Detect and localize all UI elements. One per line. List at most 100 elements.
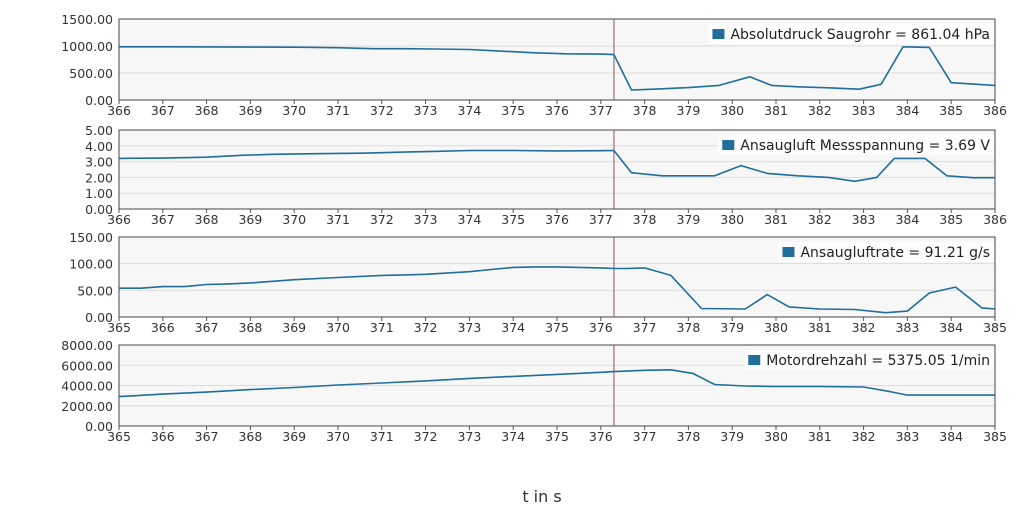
x-tick-label: 369 — [238, 212, 262, 227]
series-line — [118, 149, 995, 183]
x-tick-label: 371 — [370, 429, 394, 444]
x-tick-label: 380 — [720, 212, 744, 227]
x-tick-label: 366 — [107, 212, 131, 227]
x-tick-label: 366 — [151, 320, 175, 335]
legend-background — [744, 350, 994, 370]
x-tick-label: 366 — [107, 103, 131, 118]
x-tick-label: 367 — [195, 320, 219, 335]
x-tick-label: 373 — [414, 212, 438, 227]
x-tick-label: 386 — [983, 212, 1007, 227]
x-tick-label: 372 — [414, 320, 438, 335]
x-tick-label: 365 — [107, 320, 131, 335]
x-tick-label: 373 — [457, 320, 481, 335]
plot-frame — [118, 18, 996, 101]
x-tick-label: 383 — [852, 212, 876, 227]
x-tick-label: 368 — [238, 320, 262, 335]
legend: Motordrehzahl = 5375.05 1/min — [744, 350, 994, 370]
x-tick-label: 373 — [457, 429, 481, 444]
x-tick-label: 368 — [195, 103, 219, 118]
legend-background — [708, 24, 994, 44]
chart-panel-2: 0.001.002.003.004.005.00 366 367 368 369 370 3… — [85, 123, 1007, 227]
x-tick-label: 383 — [895, 429, 919, 444]
x-tick-label: 382 — [852, 320, 876, 335]
y-tick-label: 1500.00 — [61, 12, 113, 27]
x-tick-label: 379 — [676, 212, 700, 227]
x-tick-label: 385 — [939, 103, 963, 118]
x-tick-label: 375 — [545, 429, 569, 444]
series-line — [119, 45, 996, 91]
y-tick-label: 0.00 — [85, 310, 113, 325]
x-tick-label: 374 — [457, 212, 481, 227]
y-tick-label: 150.00 — [69, 230, 113, 245]
x-tick-label: 374 — [501, 320, 525, 335]
x-tick-label: 369 — [238, 103, 262, 118]
x-tick-label: 381 — [764, 212, 788, 227]
legend-swatch — [722, 140, 735, 150]
x-tick-label: 369 — [282, 429, 306, 444]
chart-panel-4: 0.00 2000.00 4000.00 6000.00 8000.00 365 366 36… — [61, 338, 1007, 444]
y-tick-label: 2.00 — [85, 170, 113, 185]
x-tick-label: 371 — [370, 320, 394, 335]
x-tick-label: 375 — [501, 212, 525, 227]
y-tick-label: 8000.00 — [61, 338, 113, 353]
x-tick-label: 375 — [545, 320, 569, 335]
x-tick-label: 375 — [501, 103, 525, 118]
x-axis-label: t in s — [522, 487, 562, 506]
y-tick-label: 3.00 — [85, 155, 113, 170]
chart-panel-1: 0.00 500.00 1000.00 1500.00 366 367 368 369 370 3… — [61, 12, 1007, 118]
x-tick-label: 366 — [151, 429, 175, 444]
y-tick-label: 0.00 — [85, 419, 113, 434]
legend-label: Ansaugluftrate = 91.21 g/s — [800, 245, 990, 261]
x-tick-label: 372 — [414, 429, 438, 444]
plot-frame — [118, 236, 996, 318]
x-tick-label: 377 — [633, 429, 657, 444]
x-tick-label: 380 — [764, 429, 788, 444]
x-tick-label: 378 — [633, 212, 657, 227]
y-tick-label: 0.00 — [85, 202, 113, 217]
legend: Ansaugluft Messspannung = 3.69 V — [718, 135, 994, 155]
x-tick-label: 372 — [370, 212, 394, 227]
x-tick-label: 380 — [720, 103, 744, 118]
plot-frame — [118, 344, 996, 427]
x-tick-label: 367 — [151, 103, 175, 118]
x-tick-label: 368 — [195, 212, 219, 227]
chart-panel-3: 0.00 50.00 100.00 150.00 365 366 367 368 369 370 3… — [69, 230, 1007, 335]
x-tick-label: 381 — [808, 429, 832, 444]
x-tick-label: 384 — [939, 320, 963, 335]
x-tick-label: 372 — [370, 103, 394, 118]
x-tick-label: 373 — [414, 103, 438, 118]
legend-swatch — [782, 247, 795, 257]
legend-background — [718, 135, 994, 155]
y-tick-label: 1.00 — [85, 186, 113, 201]
x-tick-label: 370 — [282, 212, 306, 227]
y-tick-label: 0.00 — [85, 93, 113, 108]
x-tick-label: 382 — [808, 212, 832, 227]
x-tick-label: 379 — [676, 103, 700, 118]
x-tick-label: 378 — [676, 320, 700, 335]
series-line — [119, 266, 996, 314]
x-tick-label: 377 — [633, 320, 657, 335]
x-tick-label: 374 — [457, 103, 481, 118]
x-tick-label: 384 — [895, 103, 919, 118]
x-tick-label: 386 — [983, 103, 1007, 118]
x-tick-label: 383 — [852, 103, 876, 118]
y-tick-label: 1000.00 — [61, 39, 113, 54]
y-tick-label: 6000.00 — [61, 358, 113, 373]
plot-frame — [118, 129, 996, 210]
legend-label: Ansaugluft Messspannung = 3.69 V — [740, 138, 990, 154]
x-tick-label: 385 — [939, 212, 963, 227]
x-tick-label: 377 — [589, 103, 613, 118]
x-tick-label: 377 — [589, 212, 613, 227]
x-tick-label: 369 — [282, 320, 306, 335]
legend-label: Motordrehzahl = 5375.05 1/min — [766, 353, 990, 369]
y-tick-label: 4000.00 — [61, 379, 113, 394]
legend-swatch — [712, 29, 725, 39]
x-tick-label: 385 — [983, 429, 1007, 444]
x-tick-label: 368 — [238, 429, 262, 444]
y-tick-label: 4.00 — [85, 139, 113, 154]
x-tick-label: 374 — [501, 429, 525, 444]
x-tick-label: 382 — [852, 429, 876, 444]
legend-background — [778, 242, 994, 262]
y-tick-label: 100.00 — [69, 257, 113, 272]
